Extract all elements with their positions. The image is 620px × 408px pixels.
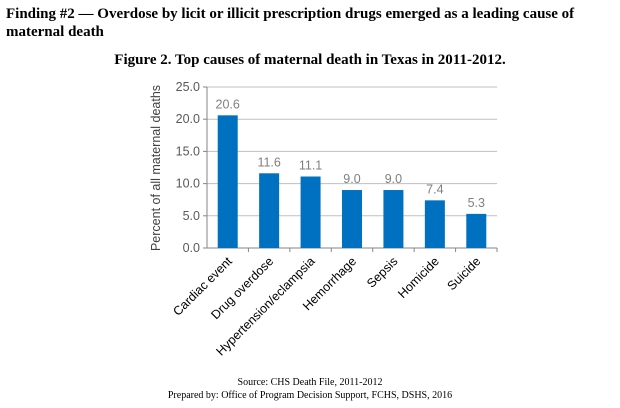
y-tick-label: 5.0 bbox=[183, 209, 200, 223]
x-tick-label: Sepsis bbox=[364, 254, 400, 290]
y-tick-label: 20.0 bbox=[176, 112, 200, 126]
x-tick-label: Suicide bbox=[445, 254, 484, 293]
data-label: 5.3 bbox=[468, 196, 485, 210]
bar-hemorrhage bbox=[342, 190, 362, 248]
bar-sepsis bbox=[383, 190, 404, 248]
data-label: 7.4 bbox=[426, 182, 443, 196]
data-label: 9.0 bbox=[343, 172, 360, 186]
finding-heading: Finding #2 — Overdose by licit or illici… bbox=[6, 6, 575, 40]
y-tick-label: 15.0 bbox=[176, 144, 200, 158]
data-label: 20.6 bbox=[216, 97, 240, 111]
data-label: 11.1 bbox=[299, 159, 322, 173]
bar-hypertension-eclampsia bbox=[300, 176, 321, 248]
bar-drug-overdose bbox=[259, 173, 280, 248]
chart-title: Figure 2. Top causes of maternal death i… bbox=[114, 52, 506, 68]
bar-homicide bbox=[424, 200, 445, 248]
source-note: Source: CHS Death File, 2011-2012 bbox=[237, 377, 383, 388]
bar-cardiac-event bbox=[217, 115, 238, 248]
y-tick-label: 0.0 bbox=[183, 241, 200, 255]
x-tick-label: Homicide bbox=[395, 254, 442, 301]
y-tick-label: 10.0 bbox=[176, 177, 200, 191]
data-label: 9.0 bbox=[385, 172, 402, 186]
data-label: 11.6 bbox=[257, 155, 280, 169]
prepared-by-note: Prepared by: Office of Program Decision … bbox=[167, 390, 453, 401]
y-axis-label: Percent of all maternal deaths bbox=[149, 85, 163, 251]
bar-suicide bbox=[466, 213, 487, 248]
y-tick-label: 25.0 bbox=[176, 80, 200, 94]
